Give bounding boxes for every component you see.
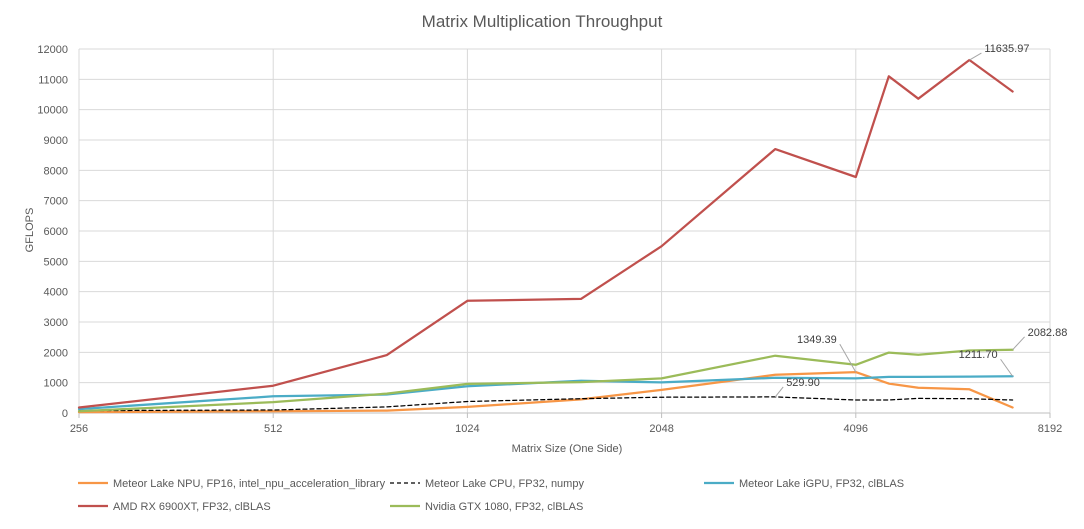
legend-label-3: Meteor Lake iGPU, FP32, clBLAS [739,478,904,490]
y-tick-label: 0 [62,408,68,420]
data-labels: 11635.97 1349.39 1211.70 529.90 2082.88 [774,43,1068,398]
x-tick-label: 1024 [455,423,479,435]
y-tick-label: 8000 [44,165,68,177]
legend: Meteor Lake NPU, FP16, intel_npu_acceler… [78,478,904,513]
data-label-leader [839,343,857,373]
series-line-4 [77,58,1014,409]
series-lines [77,58,1014,414]
y-tick-label: 9000 [44,135,68,147]
y-tick-label: 11000 [38,74,68,86]
y-tick-label: 5000 [44,256,68,268]
data-label: 1211.70 [959,349,998,361]
y-tick-label: 7000 [44,196,68,208]
data-label: 11635.97 [984,43,1029,55]
y-tick-label: 3000 [44,317,68,329]
legend-label-4: AMD RX 6900XT, FP32, clBLAS [113,501,271,513]
x-tick-label: 8192 [1038,423,1062,435]
data-label: 1349.39 [797,334,837,346]
data-label-leader [1000,358,1013,377]
data-label: 2082.88 [1028,327,1068,339]
y-tick-label: 10000 [37,105,68,117]
data-label-leader [969,52,982,61]
series-line-5 [77,348,1014,413]
legend-label-2: Meteor Lake CPU, FP32, numpy [425,478,584,490]
data-label: 529.90 [786,377,820,389]
y-tick-label: 6000 [44,226,68,238]
legend-label-1: Meteor Lake NPU, FP16, intel_npu_acceler… [113,478,386,490]
x-tick-label: 256 [70,423,88,435]
series-line-2 [78,396,1014,412]
chart-title: Matrix Multiplication Throughput [422,12,663,31]
axes: 0 1000 2000 3000 4000 5000 6000 7000 8000 9000 100… [37,44,1062,435]
x-tick-label: 2048 [649,423,673,435]
y-tick-label: 2000 [44,347,68,359]
y-tick-label: 1000 [44,378,68,390]
series-line-1 [77,370,1014,414]
y-tick-label: 12000 [37,44,68,56]
data-label-leader [1012,336,1025,351]
x-tick-label: 512 [264,423,282,435]
y-axis-title: GFLOPS [24,208,36,253]
legend-label-5: Nvidia GTX 1080, FP32, clBLAS [425,501,583,513]
y-tick-label: 4000 [44,287,68,299]
x-axis-title: Matrix Size (One Side) [512,443,623,455]
data-label-leader [774,386,784,398]
x-tick-label: 4096 [844,423,868,435]
gridlines [78,48,1051,414]
